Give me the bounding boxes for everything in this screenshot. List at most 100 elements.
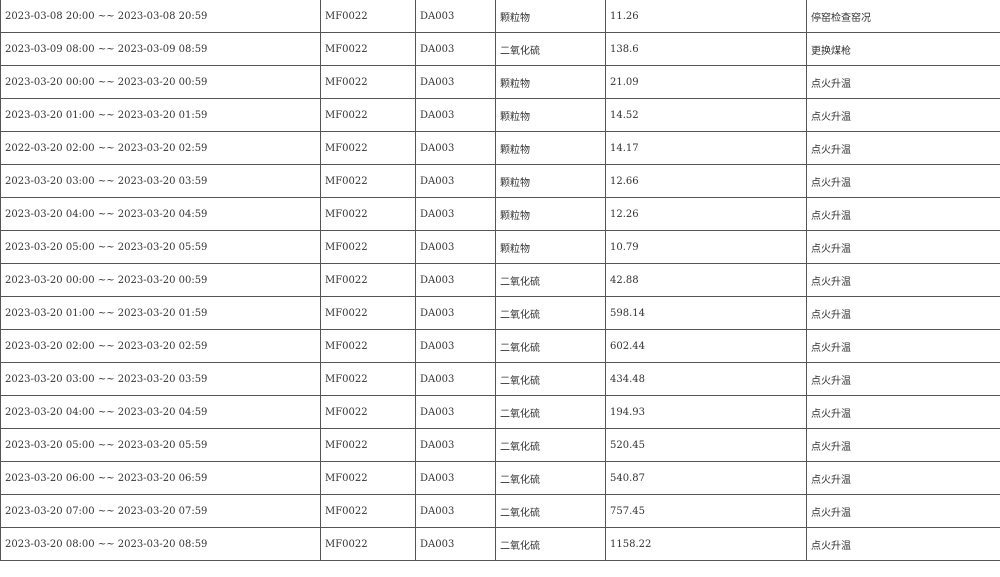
outlet-cell: DA003 <box>415 98 496 132</box>
pollutant-cell: 二氧化硫 <box>495 527 606 561</box>
outlet-cell: DA003 <box>415 428 496 462</box>
code-cell: MF0022 <box>320 98 416 132</box>
value-cell: 12.66 <box>605 164 807 198</box>
table-row: 2023-03-20 04:00 ~~ 2023-03-20 04:59 MF00… <box>0 395 1000 429</box>
pollutant-cell: 颗粒物 <box>495 230 606 264</box>
pollutant-cell: 二氧化硫 <box>495 461 606 495</box>
reason-cell: 点火升温 <box>806 131 1000 165</box>
table-body: 2023-03-08 20:00 ~~ 2023-03-08 20:59 MF00… <box>0 0 1000 561</box>
pollutant-cell: 二氧化硫 <box>495 494 606 528</box>
code-cell: MF0022 <box>320 296 416 330</box>
time-period-cell: 2023-03-20 00:00 ~~ 2023-03-20 00:59 <box>0 65 321 99</box>
outlet-cell: DA003 <box>415 197 496 231</box>
reason-cell: 停窑检查窑况 <box>806 0 1000 33</box>
value-cell: 520.45 <box>605 428 807 462</box>
outlet-cell: DA003 <box>415 461 496 495</box>
outlet-cell: DA003 <box>415 395 496 429</box>
outlet-cell: DA003 <box>415 263 496 297</box>
value-cell: 598.14 <box>605 296 807 330</box>
table-row: 2023-03-20 07:00 ~~ 2023-03-20 07:59 MF00… <box>0 494 1000 528</box>
value-cell: 21.09 <box>605 65 807 99</box>
reason-cell: 点火升温 <box>806 428 1000 462</box>
code-cell: MF0022 <box>320 65 416 99</box>
table-row: 2023-03-20 02:00 ~~ 2023-03-20 02:59 MF00… <box>0 329 1000 363</box>
reason-cell: 点火升温 <box>806 263 1000 297</box>
pollutant-cell: 颗粒物 <box>495 164 606 198</box>
value-cell: 42.88 <box>605 263 807 297</box>
code-cell: MF0022 <box>320 428 416 462</box>
code-cell: MF0022 <box>320 131 416 165</box>
code-cell: MF0022 <box>320 395 416 429</box>
time-period-cell: 2023-03-20 04:00 ~~ 2023-03-20 04:59 <box>0 395 321 429</box>
table-row: 2023-03-20 03:00 ~~ 2023-03-20 03:59 MF00… <box>0 164 1000 198</box>
pollutant-cell: 二氧化硫 <box>495 296 606 330</box>
outlet-cell: DA003 <box>415 32 496 66</box>
reason-cell: 点火升温 <box>806 164 1000 198</box>
time-period-cell: 2023-03-20 05:00 ~~ 2023-03-20 05:59 <box>0 230 321 264</box>
value-cell: 14.17 <box>605 131 807 165</box>
code-cell: MF0022 <box>320 230 416 264</box>
outlet-cell: DA003 <box>415 362 496 396</box>
pollutant-cell: 二氧化硫 <box>495 395 606 429</box>
reason-cell: 点火升温 <box>806 494 1000 528</box>
outlet-cell: DA003 <box>415 65 496 99</box>
table-row: 2023-03-20 00:00 ~~ 2023-03-20 00:59 MF00… <box>0 263 1000 297</box>
table-row: 2023-03-20 04:00 ~~ 2023-03-20 04:59 MF00… <box>0 197 1000 231</box>
pollutant-cell: 颗粒物 <box>495 197 606 231</box>
outlet-cell: DA003 <box>415 230 496 264</box>
reason-cell: 更换煤枪 <box>806 32 1000 66</box>
time-period-cell: 2023-03-20 02:00 ~~ 2023-03-20 02:59 <box>0 329 321 363</box>
reason-cell: 点火升温 <box>806 98 1000 132</box>
pollutant-cell: 二氧化硫 <box>495 362 606 396</box>
value-cell: 540.87 <box>605 461 807 495</box>
time-period-cell: 2023-03-20 03:00 ~~ 2023-03-20 03:59 <box>0 164 321 198</box>
outlet-cell: DA003 <box>415 131 496 165</box>
code-cell: MF0022 <box>320 527 416 561</box>
value-cell: 434.48 <box>605 362 807 396</box>
code-cell: MF0022 <box>320 197 416 231</box>
reason-cell: 点火升温 <box>806 329 1000 363</box>
table-row: 2023-03-20 01:00 ~~ 2023-03-20 01:59 MF00… <box>0 296 1000 330</box>
reason-cell: 点火升温 <box>806 230 1000 264</box>
value-cell: 14.52 <box>605 98 807 132</box>
table-row: 2023-03-20 01:00 ~~ 2023-03-20 01:59 MF00… <box>0 98 1000 132</box>
reason-cell: 点火升温 <box>806 395 1000 429</box>
table-row: 2023-03-20 00:00 ~~ 2023-03-20 00:59 MF00… <box>0 65 1000 99</box>
value-cell: 12.26 <box>605 197 807 231</box>
table-row: 2023-03-20 05:00 ~~ 2023-03-20 05:59 MF00… <box>0 428 1000 462</box>
time-period-cell: 2023-03-20 01:00 ~~ 2023-03-20 01:59 <box>0 98 321 132</box>
outlet-cell: DA003 <box>415 0 496 33</box>
time-period-cell: 2023-03-20 05:00 ~~ 2023-03-20 05:59 <box>0 428 321 462</box>
table-row: 2023-03-20 08:00 ~~ 2023-03-20 08:59 MF00… <box>0 527 1000 561</box>
value-cell: 194.93 <box>605 395 807 429</box>
time-period-cell: 2023-03-20 06:00 ~~ 2023-03-20 06:59 <box>0 461 321 495</box>
pollutant-cell: 二氧化硫 <box>495 263 606 297</box>
reason-cell: 点火升温 <box>806 296 1000 330</box>
time-period-cell: 2023-03-08 20:00 ~~ 2023-03-08 20:59 <box>0 0 321 33</box>
table-row: 2023-03-08 20:00 ~~ 2023-03-08 20:59 MF00… <box>0 0 1000 33</box>
time-period-cell: 2023-03-09 08:00 ~~ 2023-03-09 08:59 <box>0 32 321 66</box>
code-cell: MF0022 <box>320 362 416 396</box>
time-period-cell: 2023-03-20 00:00 ~~ 2023-03-20 00:59 <box>0 263 321 297</box>
code-cell: MF0022 <box>320 164 416 198</box>
table-row: 2022-03-20 02:00 ~~ 2023-03-20 02:59 MF00… <box>0 131 1000 165</box>
value-cell: 1158.22 <box>605 527 807 561</box>
value-cell: 602.44 <box>605 329 807 363</box>
code-cell: MF0022 <box>320 329 416 363</box>
value-cell: 10.79 <box>605 230 807 264</box>
pollutant-cell: 颗粒物 <box>495 98 606 132</box>
pollutant-cell: 二氧化硫 <box>495 428 606 462</box>
time-period-cell: 2023-03-20 04:00 ~~ 2023-03-20 04:59 <box>0 197 321 231</box>
code-cell: MF0022 <box>320 263 416 297</box>
code-cell: MF0022 <box>320 0 416 33</box>
table-row: 2023-03-20 05:00 ~~ 2023-03-20 05:59 MF00… <box>0 230 1000 264</box>
code-cell: MF0022 <box>320 461 416 495</box>
value-cell: 11.26 <box>605 0 807 33</box>
reason-cell: 点火升温 <box>806 65 1000 99</box>
reason-cell: 点火升温 <box>806 461 1000 495</box>
reason-cell: 点火升温 <box>806 527 1000 561</box>
pollutant-cell: 颗粒物 <box>495 65 606 99</box>
code-cell: MF0022 <box>320 32 416 66</box>
table-row: 2023-03-20 06:00 ~~ 2023-03-20 06:59 MF00… <box>0 461 1000 495</box>
outlet-cell: DA003 <box>415 494 496 528</box>
